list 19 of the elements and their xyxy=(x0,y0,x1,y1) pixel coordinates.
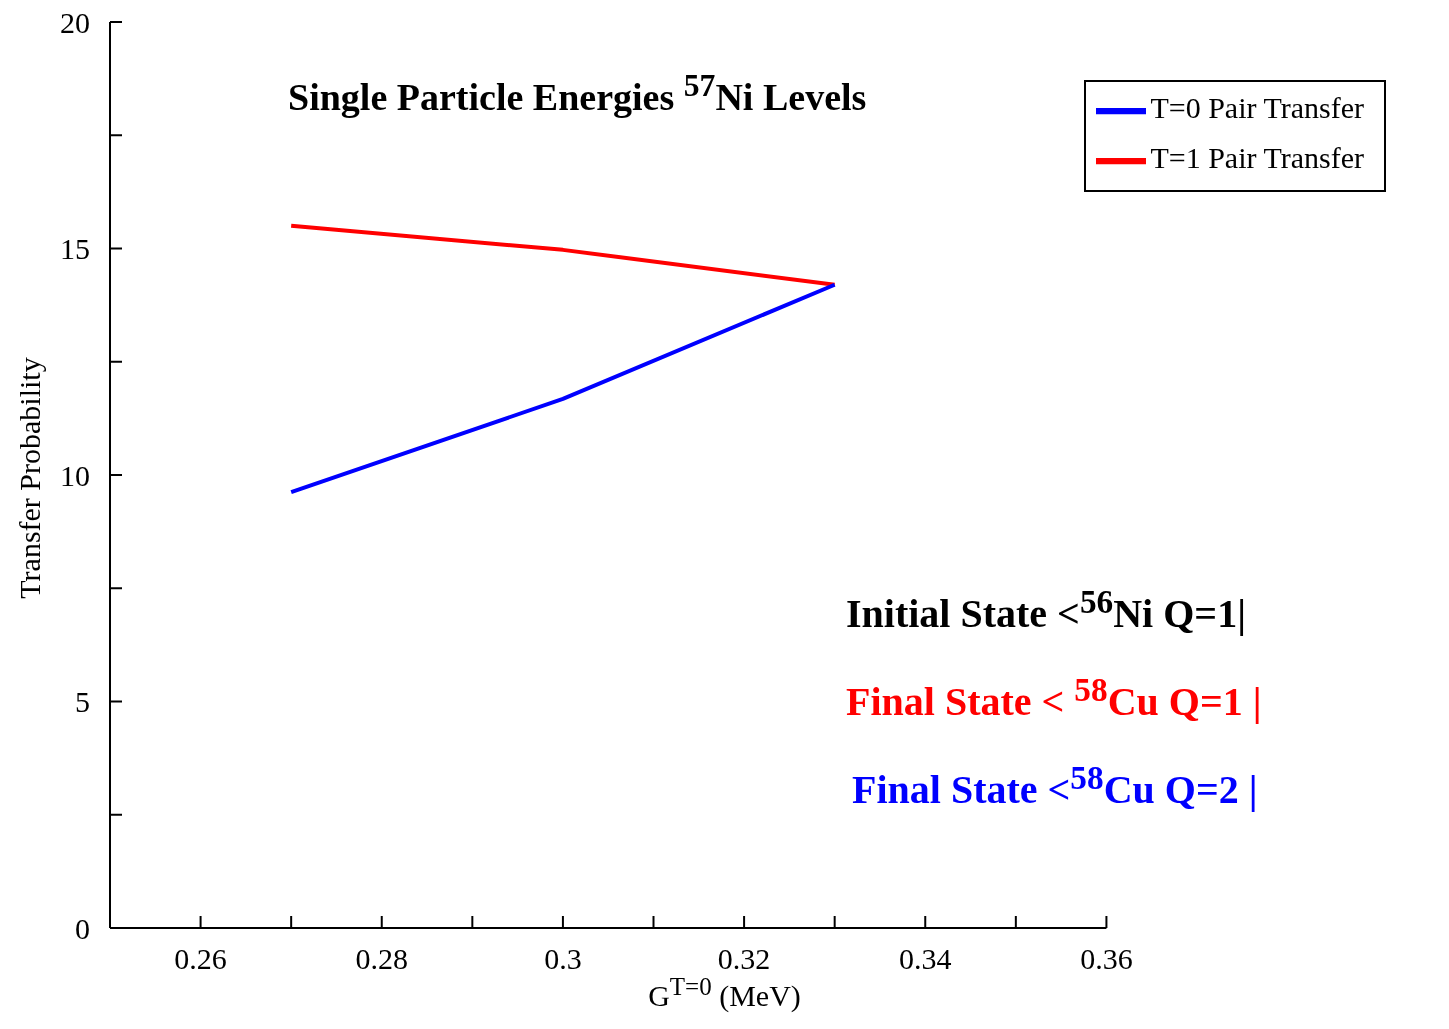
x-axis-title: G$^{T=0}$ (MeV) xyxy=(648,973,801,1012)
annotation: Initial State <$^{56}$Ni Q=1| xyxy=(846,583,1246,638)
y-axis-title: Transfer Probability xyxy=(13,357,47,599)
y-tick-label: 20 xyxy=(60,5,90,39)
annotation: Final State <$^{58}$Cu Q=2 | xyxy=(852,759,1258,814)
annotation: Final State < $^{58}$Cu Q=1 | xyxy=(846,671,1262,726)
y-tick-label: 5 xyxy=(75,685,90,719)
y-tick-label: 10 xyxy=(60,458,90,492)
x-tick-label: 0.36 xyxy=(1080,942,1133,976)
x-tick-label: 0.32 xyxy=(717,942,771,976)
x-tick-label: 0.34 xyxy=(899,942,952,976)
x-tick-label: 0.26 xyxy=(174,942,227,976)
y-tick-label: 0 xyxy=(75,911,90,945)
x-tick-label: 0.3 xyxy=(544,942,582,976)
x-tick-label: 0.28 xyxy=(355,942,408,976)
legend-label: T=1 Pair Transfer xyxy=(1150,140,1364,174)
legend-label: T=0 Pair Transfer xyxy=(1150,90,1364,124)
y-tick-label: 15 xyxy=(60,232,90,266)
text: Single Particle Energies $^{57}$Ni Levels xyxy=(288,68,867,119)
